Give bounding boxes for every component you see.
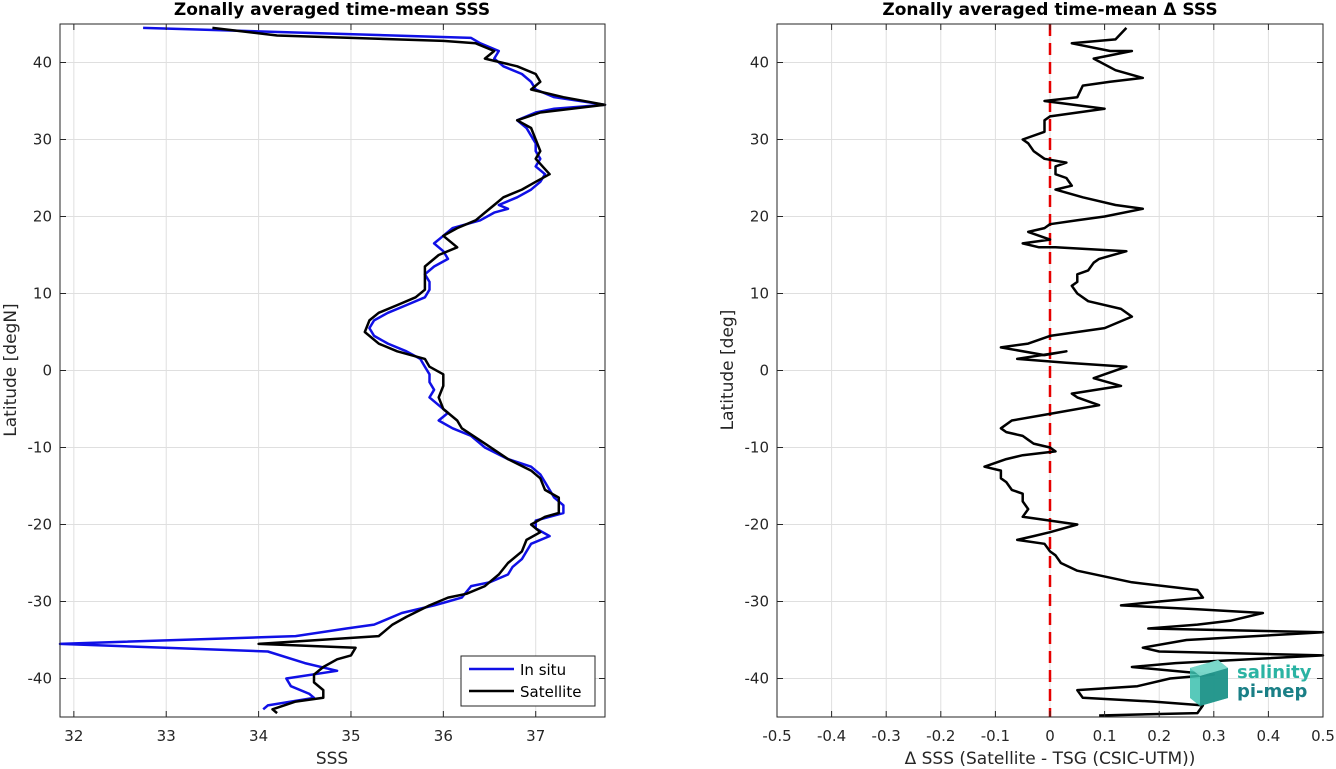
y-tick-label: 0 <box>42 362 52 380</box>
x-tick-label: 37 <box>526 727 545 745</box>
chart-title: Zonally averaged time-mean Δ SSS <box>882 0 1217 20</box>
x-axis-label: Δ SSS (Satellite - TSG (CSIC-UTM)) <box>905 749 1196 769</box>
y-axis-label: Latitude [deg] <box>718 310 738 431</box>
grid <box>60 24 605 717</box>
x-tick-label: -0.3 <box>872 727 901 745</box>
x-tick-label: 0.3 <box>1202 727 1226 745</box>
y-tick-label: 40 <box>33 54 52 72</box>
x-tick-label: 0.1 <box>1093 727 1117 745</box>
chart-title: Zonally averaged time-mean SSS <box>174 0 490 20</box>
x-tick-label: 0.5 <box>1311 727 1335 745</box>
series-lines <box>58 26 607 715</box>
logo-cube-side <box>1200 668 1228 706</box>
x-tick-label: 0.2 <box>1147 727 1171 745</box>
y-tick-label: 40 <box>750 54 769 72</box>
panel-sss: 32 33 34 35 36 37 -40 -30 -20 -10 0 10 20 30 40 Zonall… <box>1 0 607 769</box>
x-tick-label: 0 <box>1045 727 1055 745</box>
y-tick-label: -10 <box>28 439 53 457</box>
y-tick-label: 0 <box>759 362 769 380</box>
legend-label-satellite: Satellite <box>520 683 581 701</box>
y-tick-label: -20 <box>28 516 53 534</box>
y-tick-label: -40 <box>745 670 770 688</box>
series-line-0 <box>58 26 607 711</box>
x-tick-label: 34 <box>249 727 268 745</box>
logo-text-salinity: salinity <box>1237 662 1312 683</box>
x-tick-label: 36 <box>434 727 453 745</box>
logo-text-pi-mep: pi-mep <box>1237 681 1307 702</box>
y-axis-label: Latitude [degN] <box>1 303 21 436</box>
y-tick-label: 10 <box>33 285 52 303</box>
legend-label-in-situ: In situ <box>520 661 566 679</box>
y-tick-label: 10 <box>750 285 769 303</box>
x-tick-label: -0.2 <box>926 727 955 745</box>
y-tick-label: -30 <box>28 593 53 611</box>
series-lines <box>983 27 1325 717</box>
x-tick-label: 0.4 <box>1256 727 1280 745</box>
ticks: 32 33 34 35 36 37 -40 -30 -20 -10 0 10 20 30 40 <box>28 24 605 745</box>
x-tick-label: -0.4 <box>817 727 846 745</box>
y-tick-label: -30 <box>745 593 770 611</box>
y-tick-label: 30 <box>33 131 52 149</box>
series-line-0 <box>983 27 1325 717</box>
x-axis-label: SSS <box>316 749 348 769</box>
y-tick-label: 30 <box>750 131 769 149</box>
logo-cube-top <box>1190 660 1228 676</box>
legend: In situ Satellite <box>460 655 596 707</box>
ticks: -0.5 -0.4 -0.3 -0.2 -0.1 0 0.1 0.2 0.3 0.4 0.5 -40 -… <box>745 24 1335 745</box>
x-tick-label: 32 <box>64 727 83 745</box>
x-tick-label: 33 <box>157 727 176 745</box>
y-tick-label: -10 <box>745 439 770 457</box>
x-tick-label: -0.5 <box>762 727 791 745</box>
series-line-1 <box>212 26 607 715</box>
y-tick-label: -40 <box>28 670 53 688</box>
y-tick-label: 20 <box>33 208 52 226</box>
x-tick-label: 35 <box>341 727 360 745</box>
legend-box <box>460 655 596 707</box>
salinity-pi-mep-logo: salinity pi-mep <box>1190 660 1312 706</box>
x-tick-label: -0.1 <box>981 727 1010 745</box>
panel-delta-sss: -0.5 -0.4 -0.3 -0.2 -0.1 0 0.1 0.2 0.3 0.4 0.5 -40 -… <box>718 0 1335 769</box>
y-tick-label: -20 <box>745 516 770 534</box>
y-tick-label: 20 <box>750 208 769 226</box>
